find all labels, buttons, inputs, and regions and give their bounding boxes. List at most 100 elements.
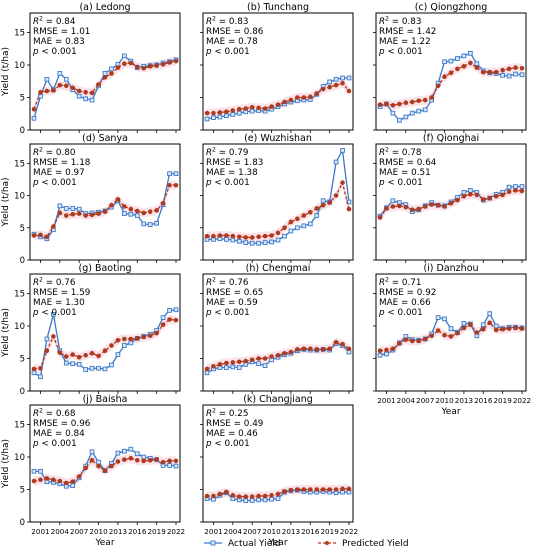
predicted-yield-point bbox=[160, 62, 166, 67]
predicted-yield-point bbox=[89, 351, 95, 356]
y-tick-label: 10 bbox=[14, 453, 25, 463]
predicted-yield-point bbox=[262, 233, 268, 239]
predicted-yield-point bbox=[474, 330, 480, 335]
predicted-yield-point bbox=[89, 212, 95, 218]
predicted-yield-point bbox=[480, 197, 486, 202]
predicted-yield-point bbox=[474, 192, 480, 198]
predicted-yield-point bbox=[346, 486, 352, 492]
actual-yield-point bbox=[236, 365, 242, 370]
predicted-yield-point bbox=[160, 459, 166, 465]
panel-frame bbox=[29, 273, 181, 392]
actual-yield-point bbox=[122, 211, 127, 216]
predicted-yield-point bbox=[288, 487, 294, 493]
r2-value: = 0.83 bbox=[216, 17, 249, 27]
x-tick-label: 2010 bbox=[435, 396, 454, 405]
predicted-yield-point bbox=[320, 347, 326, 352]
actual-yield-point bbox=[390, 198, 396, 204]
predicted-yield-point bbox=[333, 339, 339, 345]
predicted-yield-point bbox=[301, 95, 307, 100]
panel-frame bbox=[375, 143, 527, 261]
panel-frame bbox=[202, 143, 354, 261]
actual-yield-point bbox=[204, 116, 210, 122]
predicted-yield-point bbox=[173, 458, 179, 464]
predicted-yield-point bbox=[314, 206, 320, 211]
predicted-yield-point bbox=[480, 69, 486, 75]
mae-stat: MAE = 0.78 bbox=[206, 37, 258, 47]
actual-yield-point bbox=[63, 206, 69, 211]
predicted-yield-point bbox=[38, 90, 43, 95]
actual-yield-point bbox=[115, 450, 121, 456]
p-value: < 0.001 bbox=[39, 439, 77, 449]
y-axis-label: Yield (t/ha) bbox=[1, 177, 11, 227]
actual-yield-point bbox=[31, 370, 37, 376]
predicted-yield-point bbox=[70, 85, 76, 91]
predicted-yield-point bbox=[141, 65, 147, 71]
predicted-yield-point bbox=[327, 200, 332, 205]
predicted-yield-point bbox=[102, 348, 108, 354]
predicted-yield-point bbox=[76, 354, 82, 360]
predicted-yield-point bbox=[320, 202, 326, 208]
rmse-stat: RMSE = 0.92 bbox=[379, 288, 436, 298]
actual-yield-point bbox=[269, 496, 274, 502]
x-tick-label: 2004 bbox=[51, 527, 70, 536]
predicted-yield-point bbox=[256, 493, 261, 499]
actual-yield-point bbox=[282, 233, 287, 239]
predicted-yield-point bbox=[333, 487, 339, 492]
r2-value: = 0.78 bbox=[389, 148, 422, 158]
predicted-yield-point bbox=[249, 235, 255, 240]
actual-yield-point bbox=[384, 351, 389, 357]
predicted-yield-point bbox=[262, 106, 268, 111]
actual-yield-point bbox=[243, 240, 249, 245]
predicted-yield-point bbox=[340, 180, 345, 185]
predicted-yield-point bbox=[160, 322, 166, 328]
predicted-yield-point bbox=[63, 83, 69, 89]
actual-yield-point bbox=[122, 343, 127, 348]
predicted-yield-point bbox=[115, 197, 121, 202]
actual-yield-point bbox=[249, 498, 255, 503]
y-tick-label: 5 bbox=[20, 486, 25, 496]
panel-frame bbox=[29, 143, 181, 261]
predicted-yield-point bbox=[128, 206, 134, 212]
panel-frame bbox=[375, 273, 527, 392]
predicted-yield-point bbox=[38, 477, 43, 483]
predicted-yield-point bbox=[243, 235, 249, 240]
actual-yield-point bbox=[307, 221, 313, 227]
predicted-yield-point bbox=[377, 102, 383, 107]
actual-yield-point bbox=[256, 361, 261, 367]
actual-yield-point bbox=[403, 114, 409, 120]
predicted-yield-point bbox=[211, 493, 216, 499]
predicted-yield-point bbox=[173, 317, 179, 323]
predicted-yield-point bbox=[461, 325, 467, 331]
predicted-yield-point bbox=[89, 457, 95, 463]
predicted-yield-point bbox=[461, 193, 467, 199]
predicted-yield-point bbox=[513, 65, 518, 70]
actual-yield-point bbox=[96, 365, 101, 371]
r2-value: = 0.84 bbox=[43, 17, 76, 27]
actual-yield-point bbox=[83, 367, 88, 372]
p-stat: p < 0.001 bbox=[32, 439, 77, 449]
predicted-yield-point bbox=[96, 211, 101, 216]
x-tick-label: 2019 bbox=[147, 527, 166, 536]
predicted-yield-point bbox=[384, 101, 389, 107]
actual-yield-point bbox=[295, 225, 300, 231]
actual-yield-point bbox=[513, 184, 518, 189]
predicted-yield-point bbox=[340, 80, 345, 86]
predicted-yield-point bbox=[307, 210, 313, 215]
predicted-yield-point bbox=[403, 204, 409, 210]
actual-yield-point bbox=[262, 497, 268, 503]
panel-title: (d) Sanya bbox=[82, 133, 128, 144]
actual-yield-point bbox=[448, 326, 454, 331]
predicted-yield-point bbox=[243, 106, 249, 111]
predicted-yield-point bbox=[301, 487, 307, 492]
predicted-yield-point bbox=[327, 487, 332, 492]
predicted-yield-point bbox=[275, 491, 281, 497]
actual-yield-point bbox=[519, 184, 525, 189]
actual-yield-point bbox=[89, 97, 95, 103]
predicted-yield-point bbox=[390, 346, 396, 352]
y-axis-label: Yield (t/ha) bbox=[1, 308, 11, 358]
predicted-yield-point bbox=[249, 104, 255, 110]
x-axis-label: Year bbox=[94, 538, 114, 548]
x-tick-label: 2016 bbox=[301, 527, 320, 536]
legend-predicted-marker bbox=[325, 541, 329, 545]
actual-yield-point bbox=[63, 360, 69, 366]
